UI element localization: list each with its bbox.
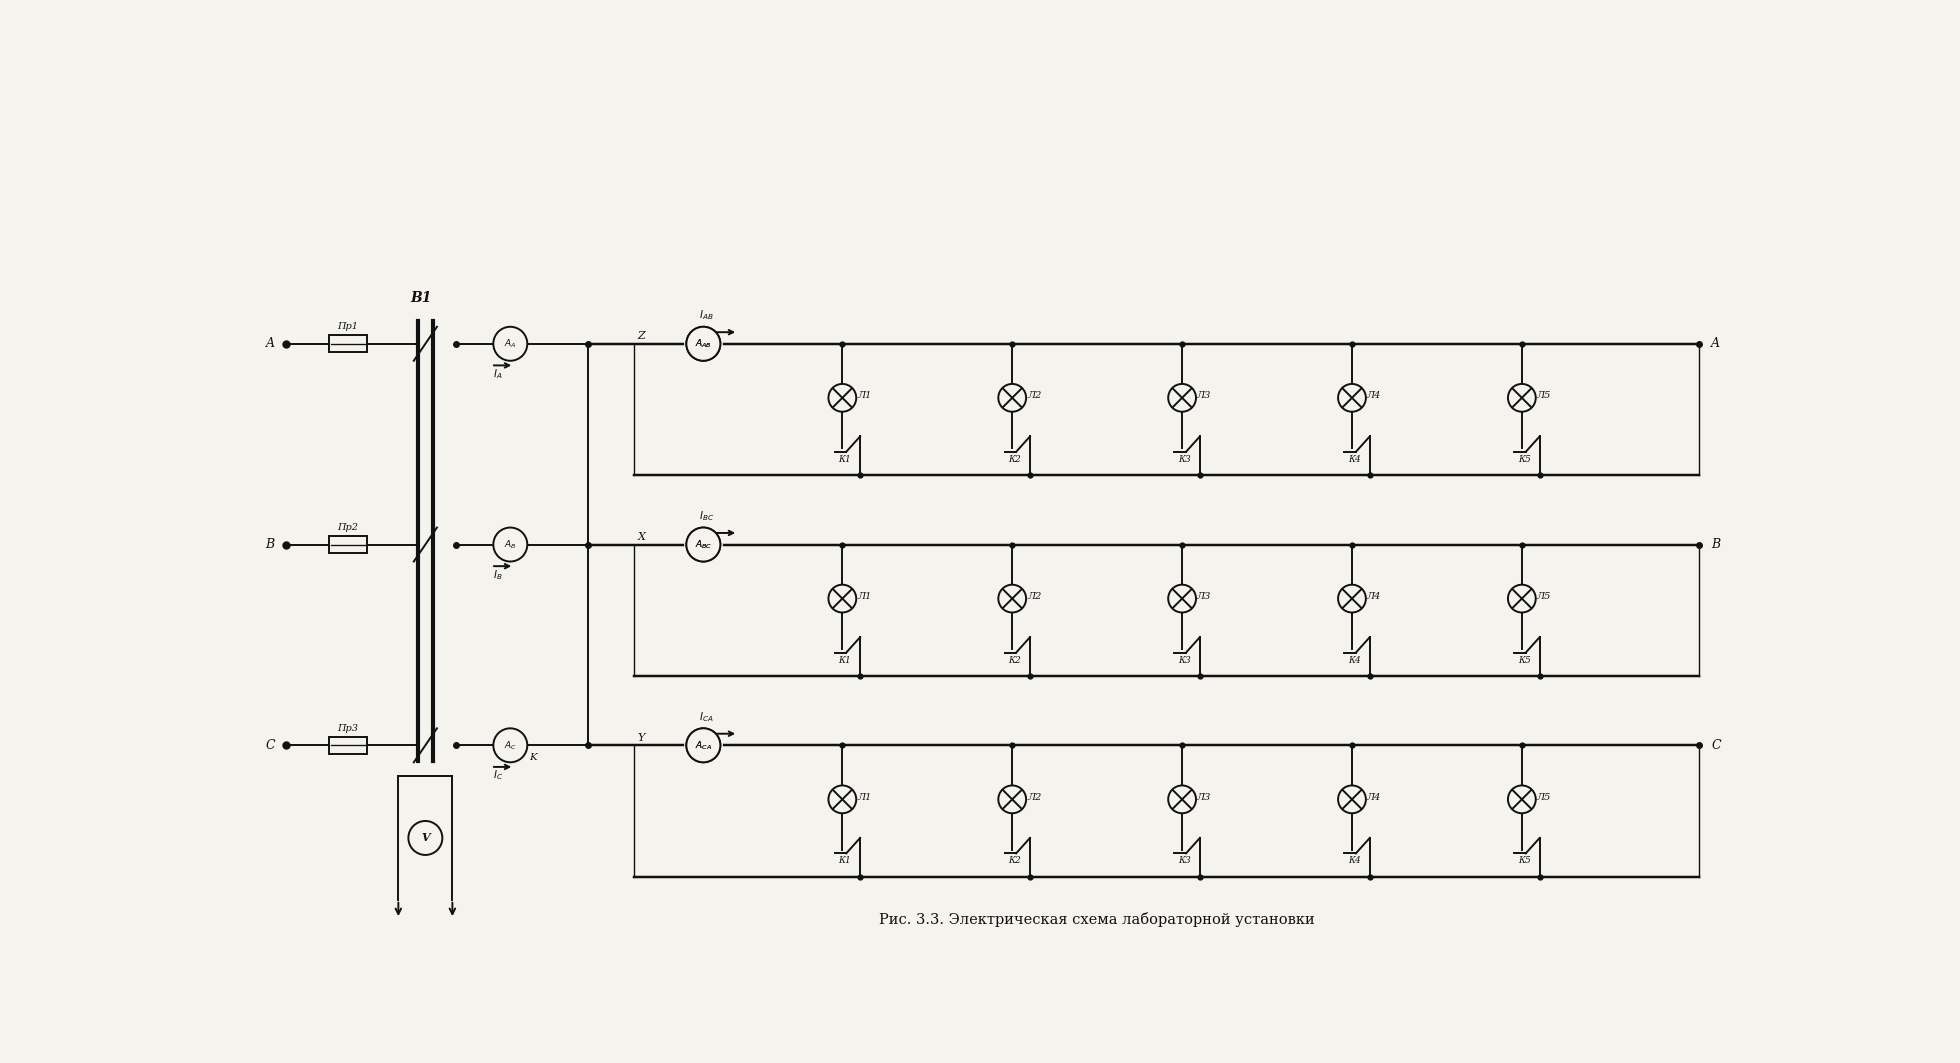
Circle shape xyxy=(686,326,721,360)
Text: Л5: Л5 xyxy=(1537,592,1550,601)
Text: К4: К4 xyxy=(1348,857,1360,865)
Bar xyxy=(329,536,367,553)
Text: $A_{AB}$: $A_{AB}$ xyxy=(696,338,711,350)
Text: B: B xyxy=(1711,538,1721,551)
Text: $A_{CA}$: $A_{CA}$ xyxy=(696,739,711,752)
Circle shape xyxy=(1168,786,1196,813)
Text: Л3: Л3 xyxy=(1198,391,1211,400)
Text: К2: К2 xyxy=(1007,857,1021,865)
Text: $I_A$: $I_A$ xyxy=(494,367,504,381)
Text: $I_{BC}$: $I_{BC}$ xyxy=(700,509,715,523)
Text: C: C xyxy=(265,739,274,752)
Circle shape xyxy=(1339,585,1366,612)
Text: К5: К5 xyxy=(1517,656,1531,664)
Circle shape xyxy=(494,527,527,561)
Circle shape xyxy=(829,384,857,411)
Text: К1: К1 xyxy=(839,455,851,463)
Text: Л3: Л3 xyxy=(1198,793,1211,802)
Text: Л1: Л1 xyxy=(857,391,872,400)
Text: $A_{BC}$: $A_{BC}$ xyxy=(694,538,711,551)
Text: Л5: Л5 xyxy=(1537,391,1550,400)
Text: Л2: Л2 xyxy=(1027,793,1041,802)
Text: Л2: Л2 xyxy=(1027,592,1041,601)
Text: Z: Z xyxy=(637,332,645,341)
Text: B1: B1 xyxy=(412,291,433,305)
Text: $I_{AB}$: $I_{AB}$ xyxy=(700,308,713,322)
Text: $I_{CA}$: $I_{CA}$ xyxy=(700,710,713,724)
Circle shape xyxy=(1168,585,1196,612)
Circle shape xyxy=(829,585,857,612)
Text: Л4: Л4 xyxy=(1366,793,1382,802)
Text: B: B xyxy=(267,538,274,551)
Text: К4: К4 xyxy=(1348,455,1360,463)
Text: Л3: Л3 xyxy=(1198,592,1211,601)
Text: К3: К3 xyxy=(1178,455,1192,463)
Circle shape xyxy=(1339,384,1366,411)
Text: $A_B$: $A_B$ xyxy=(504,538,517,551)
Circle shape xyxy=(686,728,721,762)
Text: $I_B$: $I_B$ xyxy=(494,568,504,581)
Text: К5: К5 xyxy=(1517,455,1531,463)
Text: $A_A$: $A_A$ xyxy=(504,338,517,350)
Text: $A_{BC}$: $A_{BC}$ xyxy=(694,538,711,551)
Text: Л5: Л5 xyxy=(1537,793,1550,802)
Circle shape xyxy=(998,786,1027,813)
Circle shape xyxy=(686,527,721,561)
Text: Пр2: Пр2 xyxy=(337,523,359,533)
Text: К4: К4 xyxy=(1348,656,1360,664)
Text: К2: К2 xyxy=(1007,656,1021,664)
Circle shape xyxy=(998,585,1027,612)
Text: X: X xyxy=(637,533,645,542)
Text: Рис. 3.3. Электрическая схема лабораторной установки: Рис. 3.3. Электрическая схема лабораторн… xyxy=(880,912,1315,927)
Text: $I_C$: $I_C$ xyxy=(494,769,504,782)
Circle shape xyxy=(494,728,527,762)
Text: K: K xyxy=(529,753,537,762)
Text: C: C xyxy=(1711,739,1721,752)
Text: К2: К2 xyxy=(1007,455,1021,463)
Text: К3: К3 xyxy=(1178,656,1192,664)
Text: $A_{CA}$: $A_{CA}$ xyxy=(696,739,711,752)
Text: A: A xyxy=(267,337,274,351)
Circle shape xyxy=(1339,786,1366,813)
Text: V: V xyxy=(421,832,429,843)
Text: Л4: Л4 xyxy=(1366,592,1382,601)
Bar xyxy=(329,335,367,352)
Text: Пр1: Пр1 xyxy=(337,322,359,332)
Text: Y: Y xyxy=(637,733,645,743)
Text: Л4: Л4 xyxy=(1366,391,1382,400)
Text: $A_{AB}$: $A_{AB}$ xyxy=(696,338,711,350)
Text: Пр3: Пр3 xyxy=(337,724,359,733)
Circle shape xyxy=(494,326,527,360)
Circle shape xyxy=(686,728,721,762)
Text: К1: К1 xyxy=(839,656,851,664)
Circle shape xyxy=(686,326,721,360)
Circle shape xyxy=(998,384,1027,411)
Circle shape xyxy=(686,527,721,561)
Circle shape xyxy=(1507,786,1537,813)
Circle shape xyxy=(1168,384,1196,411)
Circle shape xyxy=(1507,585,1537,612)
Text: К1: К1 xyxy=(839,857,851,865)
Text: К5: К5 xyxy=(1517,857,1531,865)
Circle shape xyxy=(408,821,443,855)
Text: Л2: Л2 xyxy=(1027,391,1041,400)
Text: Л1: Л1 xyxy=(857,793,872,802)
Text: A: A xyxy=(1711,337,1721,351)
Text: Л1: Л1 xyxy=(857,592,872,601)
Text: $A_C$: $A_C$ xyxy=(504,739,517,752)
Circle shape xyxy=(829,786,857,813)
Text: К3: К3 xyxy=(1178,857,1192,865)
Bar xyxy=(329,737,367,754)
Circle shape xyxy=(1507,384,1537,411)
